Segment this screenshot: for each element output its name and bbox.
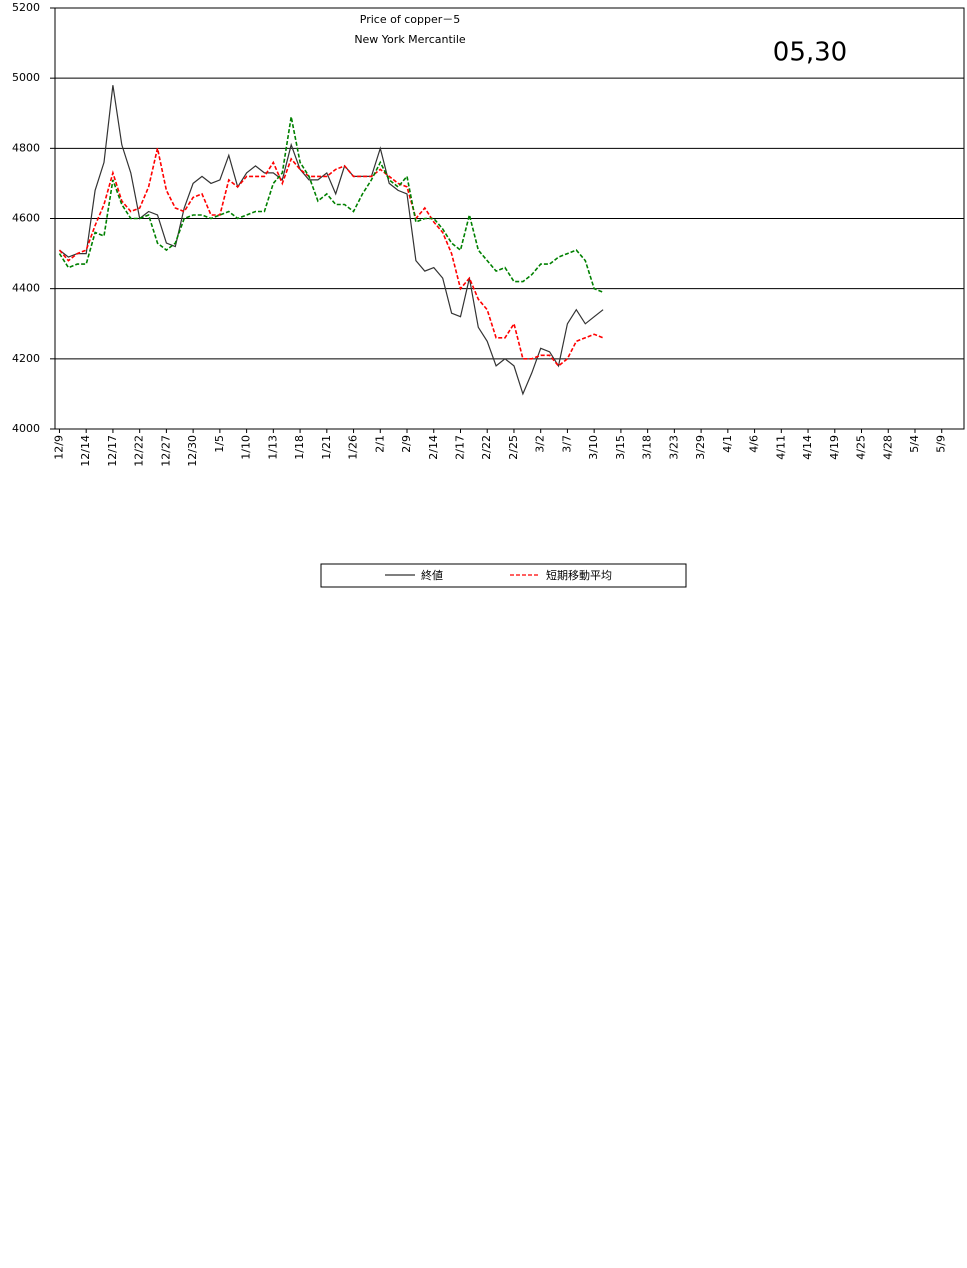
x-tick-label: 1/21 (320, 435, 333, 460)
x-tick-label: 1/13 (266, 435, 279, 460)
x-tick-label: 4/1 (721, 435, 734, 453)
x-tick-label: 5/9 (935, 435, 948, 453)
x-tick-label: 1/26 (347, 435, 360, 460)
x-tick-label: 2/25 (507, 435, 520, 460)
x-tick-label: 12/9 (52, 435, 65, 460)
series-line (59, 85, 604, 396)
annotation: 05,30 (773, 38, 847, 68)
legend (320, 563, 687, 588)
chart-title: Price of copper－5 (360, 13, 460, 26)
x-tick-label: 3/7 (560, 435, 573, 453)
x-tick-label: 2/22 (480, 435, 493, 460)
series-line (58, 116, 604, 293)
x-tick-label: 12/22 (133, 435, 146, 467)
x-tick-label: 5/4 (908, 435, 921, 453)
y-tick-label: 5000 (12, 71, 40, 84)
x-tick-label: 12/27 (159, 435, 172, 467)
chart-subtitle: New York Mercantile (354, 33, 466, 46)
x-tick-label: 4/6 (748, 435, 761, 453)
x-tick-label: 4/25 (855, 435, 868, 460)
x-tick-label: 1/18 (293, 435, 306, 460)
series-line (58, 148, 604, 368)
y-tick-label: 4200 (12, 352, 40, 365)
y-tick-label: 4600 (12, 212, 40, 225)
x-tick-label: 3/10 (587, 435, 600, 460)
y-tick-label: 4400 (12, 282, 40, 295)
x-tick-label: 3/23 (667, 435, 680, 460)
x-tick-label: 2/17 (453, 435, 466, 460)
x-tick-label: 12/17 (106, 435, 119, 467)
x-tick-label: 1/5 (213, 435, 226, 453)
y-tick-label: 5200 (12, 1, 40, 14)
legend-label: 終値 (421, 568, 443, 582)
x-tick-label: 2/1 (373, 435, 386, 453)
x-tick-label: 2/14 (427, 435, 440, 460)
x-tick-label: 3/15 (614, 435, 627, 460)
x-tick-label: 4/14 (801, 435, 814, 460)
x-tick-label: 4/11 (774, 435, 787, 460)
x-tick-label: 3/29 (694, 435, 707, 460)
y-tick-label: 4000 (12, 422, 40, 435)
x-tick-label: 4/28 (881, 435, 894, 460)
x-tick-label: 12/30 (186, 435, 199, 467)
x-tick-label: 3/2 (534, 435, 547, 453)
x-tick-label: 4/19 (828, 435, 841, 460)
x-tick-label: 12/14 (79, 435, 92, 467)
x-tick-label: 3/18 (641, 435, 654, 460)
y-tick-label: 4800 (12, 141, 40, 154)
x-tick-label: 2/9 (400, 435, 413, 453)
legend-label: 短期移動平均 (546, 568, 612, 582)
x-tick-label: 1/10 (240, 435, 253, 460)
